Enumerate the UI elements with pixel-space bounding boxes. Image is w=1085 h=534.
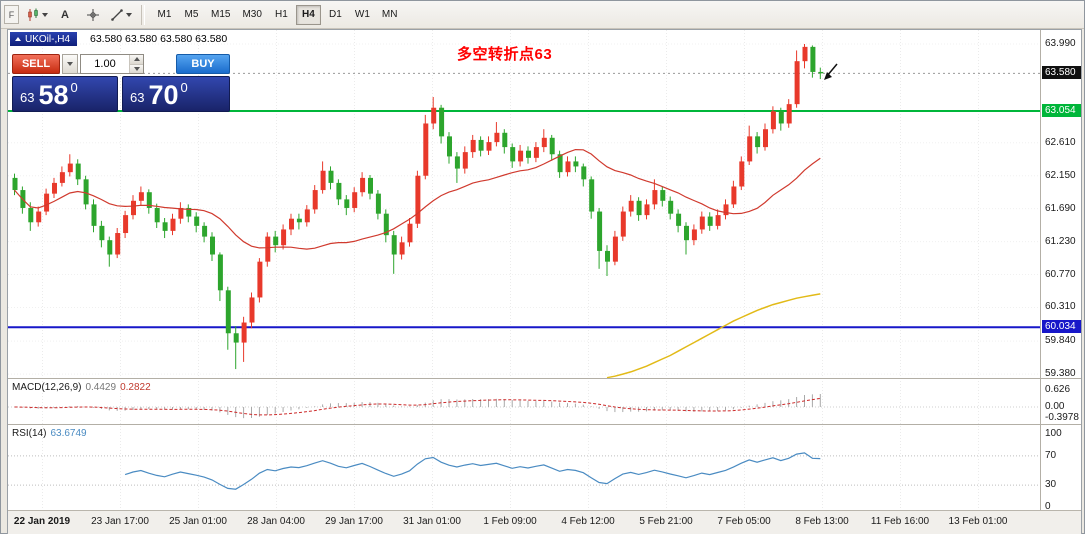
time-axis-label: 11 Feb 16:00	[870, 516, 930, 527]
buy-button[interactable]: BUY	[176, 54, 230, 74]
price-axis-label: 59.840	[1045, 335, 1076, 347]
macd-main-value: 0.4429	[85, 382, 117, 393]
rsi-axis-label: 70	[1045, 449, 1057, 461]
macd-indicator	[8, 394, 1040, 419]
rsi-axis-label: 0	[1045, 501, 1051, 512]
macd-signal-value: 0.2822	[120, 382, 151, 393]
timeframe-button-m5[interactable]: M5	[179, 5, 204, 25]
timeframe-button-d1[interactable]: D1	[323, 5, 348, 25]
timeframe-button-h4[interactable]: H4	[295, 4, 321, 25]
timeframe-group: M1 M5 M15 M30 H1 H4 D1 W1 MN	[151, 4, 403, 25]
toolbar-separator	[141, 4, 145, 25]
quote-ohlc: 63.580 63.580 63.580 63.580	[90, 33, 228, 45]
toolbar: F A	[1, 1, 1084, 29]
price-axis-label: 62.610	[1045, 136, 1076, 148]
ma-yellow-line	[606, 293, 821, 379]
timeframe-button-w1[interactable]: W1	[350, 5, 375, 25]
timeframe-button-m1[interactable]: M1	[152, 5, 177, 25]
level-price-label: 60.034	[1042, 320, 1081, 334]
ask-pipette: 0	[180, 80, 188, 95]
price-axis-label: 63.990	[1045, 38, 1076, 49]
ma-red-line	[14, 148, 821, 250]
toolbar-handle[interactable]: F	[4, 5, 19, 24]
timeframe-button-h1[interactable]: H1	[269, 5, 294, 25]
time-axis-label: 5 Feb 21:00	[639, 516, 693, 527]
time-axis-label: 22 Jan 2019	[13, 516, 71, 527]
macd-title: MACD(12,26,9)	[12, 382, 82, 393]
arrow-up-icon	[133, 57, 140, 62]
timeframe-button-m30[interactable]: M30	[237, 5, 266, 25]
time-axis[interactable]: 22 Jan 2019 23 Jan 17:00 25 Jan 01:00 28 Ja…	[8, 510, 1081, 534]
price-axis-label: 60.770	[1045, 268, 1076, 280]
time-axis-label: 7 Feb 05:00	[717, 516, 771, 527]
price-axis-label: 61.690	[1045, 202, 1076, 214]
rsi-axis-label: 100	[1045, 428, 1062, 439]
chart-type-icon[interactable]	[24, 4, 50, 26]
macd-axis-label: -0.3978	[1045, 411, 1079, 423]
bid-pipette: 0	[70, 80, 78, 95]
lot-decrease-button[interactable]	[130, 64, 143, 73]
rsi-header: RSI(14) 63.6749	[12, 428, 87, 439]
candlestick-chart-icon	[28, 8, 38, 21]
arrow-object	[824, 63, 838, 80]
price-axis-label: 62.150	[1045, 169, 1076, 181]
crosshair-glyph	[87, 8, 99, 21]
bid-whole: 63	[20, 90, 35, 105]
time-axis-label: 28 Jan 04:00	[247, 516, 305, 527]
time-axis-label: 4 Feb 12:00	[561, 516, 615, 527]
current-price-label: 63.580	[1042, 66, 1081, 80]
lot-increase-button[interactable]	[130, 55, 143, 65]
draw-tools-icon[interactable]	[108, 4, 134, 26]
trendline-glyph	[111, 8, 123, 21]
price-axis-label: 59.380	[1045, 368, 1076, 380]
rsi-title: RSI(14)	[12, 428, 47, 439]
macd-axis-label: 0.626	[1045, 384, 1071, 396]
timeframe-button-mn[interactable]: MN	[377, 5, 403, 25]
text-annotation-icon[interactable]: A	[52, 4, 78, 26]
chart-window[interactable]: UKOil-,H4 63.580 63.580 63.580 63.580 SE…	[7, 29, 1082, 534]
time-axis-label: 13 Feb 01:00	[948, 516, 1008, 527]
chevron-down-icon	[67, 62, 73, 66]
time-axis-label: 8 Feb 13:00	[795, 516, 849, 527]
price-axis-label: 61.230	[1045, 235, 1076, 247]
ask-whole: 63	[130, 90, 145, 105]
time-axis-label: 31 Jan 01:00	[403, 516, 461, 527]
chevron-down-icon	[126, 12, 132, 17]
text-tool-label: A	[61, 8, 69, 21]
macd-axis-label: 0.00	[1045, 401, 1065, 412]
order-options-dropdown[interactable]	[62, 54, 78, 74]
rsi-indicator	[8, 452, 1040, 490]
arrow-down-icon	[133, 66, 140, 71]
bid-pips: 58	[38, 80, 69, 110]
level-price-label: 63.054	[1042, 104, 1081, 118]
time-axis-label: 1 Feb 09:00	[483, 516, 537, 527]
crosshair-icon[interactable]	[80, 4, 106, 26]
grid	[8, 30, 1040, 510]
ask-price-display[interactable]: 63 70 0	[122, 76, 230, 112]
time-axis-label: 25 Jan 01:00	[169, 516, 227, 527]
chart-annotation: 多空转折点63	[457, 46, 553, 63]
time-axis-label: 29 Jan 17:00	[325, 516, 383, 527]
bid-price-display[interactable]: 63 58 0	[12, 76, 118, 112]
candlestick-series	[12, 44, 824, 370]
chevron-down-icon	[42, 12, 48, 17]
price-chart-canvas[interactable]	[8, 30, 1081, 534]
sell-button[interactable]: SELL	[12, 54, 60, 74]
lot-size-field	[80, 54, 144, 74]
timeframe-button-m15[interactable]: M15	[206, 5, 235, 25]
lot-size-input[interactable]	[81, 55, 129, 73]
collapse-icon[interactable]	[15, 37, 21, 41]
time-axis-label: 23 Jan 17:00	[91, 516, 149, 527]
ask-pips: 70	[148, 80, 179, 110]
macd-header: MACD(12,26,9) 0.4429 0.2822	[12, 382, 151, 393]
symbol-title-chip[interactable]: UKOil-,H4	[10, 32, 78, 46]
price-axis[interactable]: 63.990 62.610 62.150 61.690 61.230 60.770 60.3…	[1041, 30, 1081, 512]
rsi-axis-label: 30	[1045, 479, 1057, 491]
rsi-value: 63.6749	[50, 428, 87, 439]
price-axis-label: 60.310	[1045, 301, 1076, 313]
symbol-title: UKOil-,H4	[25, 33, 71, 45]
lot-spinner	[129, 55, 143, 73]
